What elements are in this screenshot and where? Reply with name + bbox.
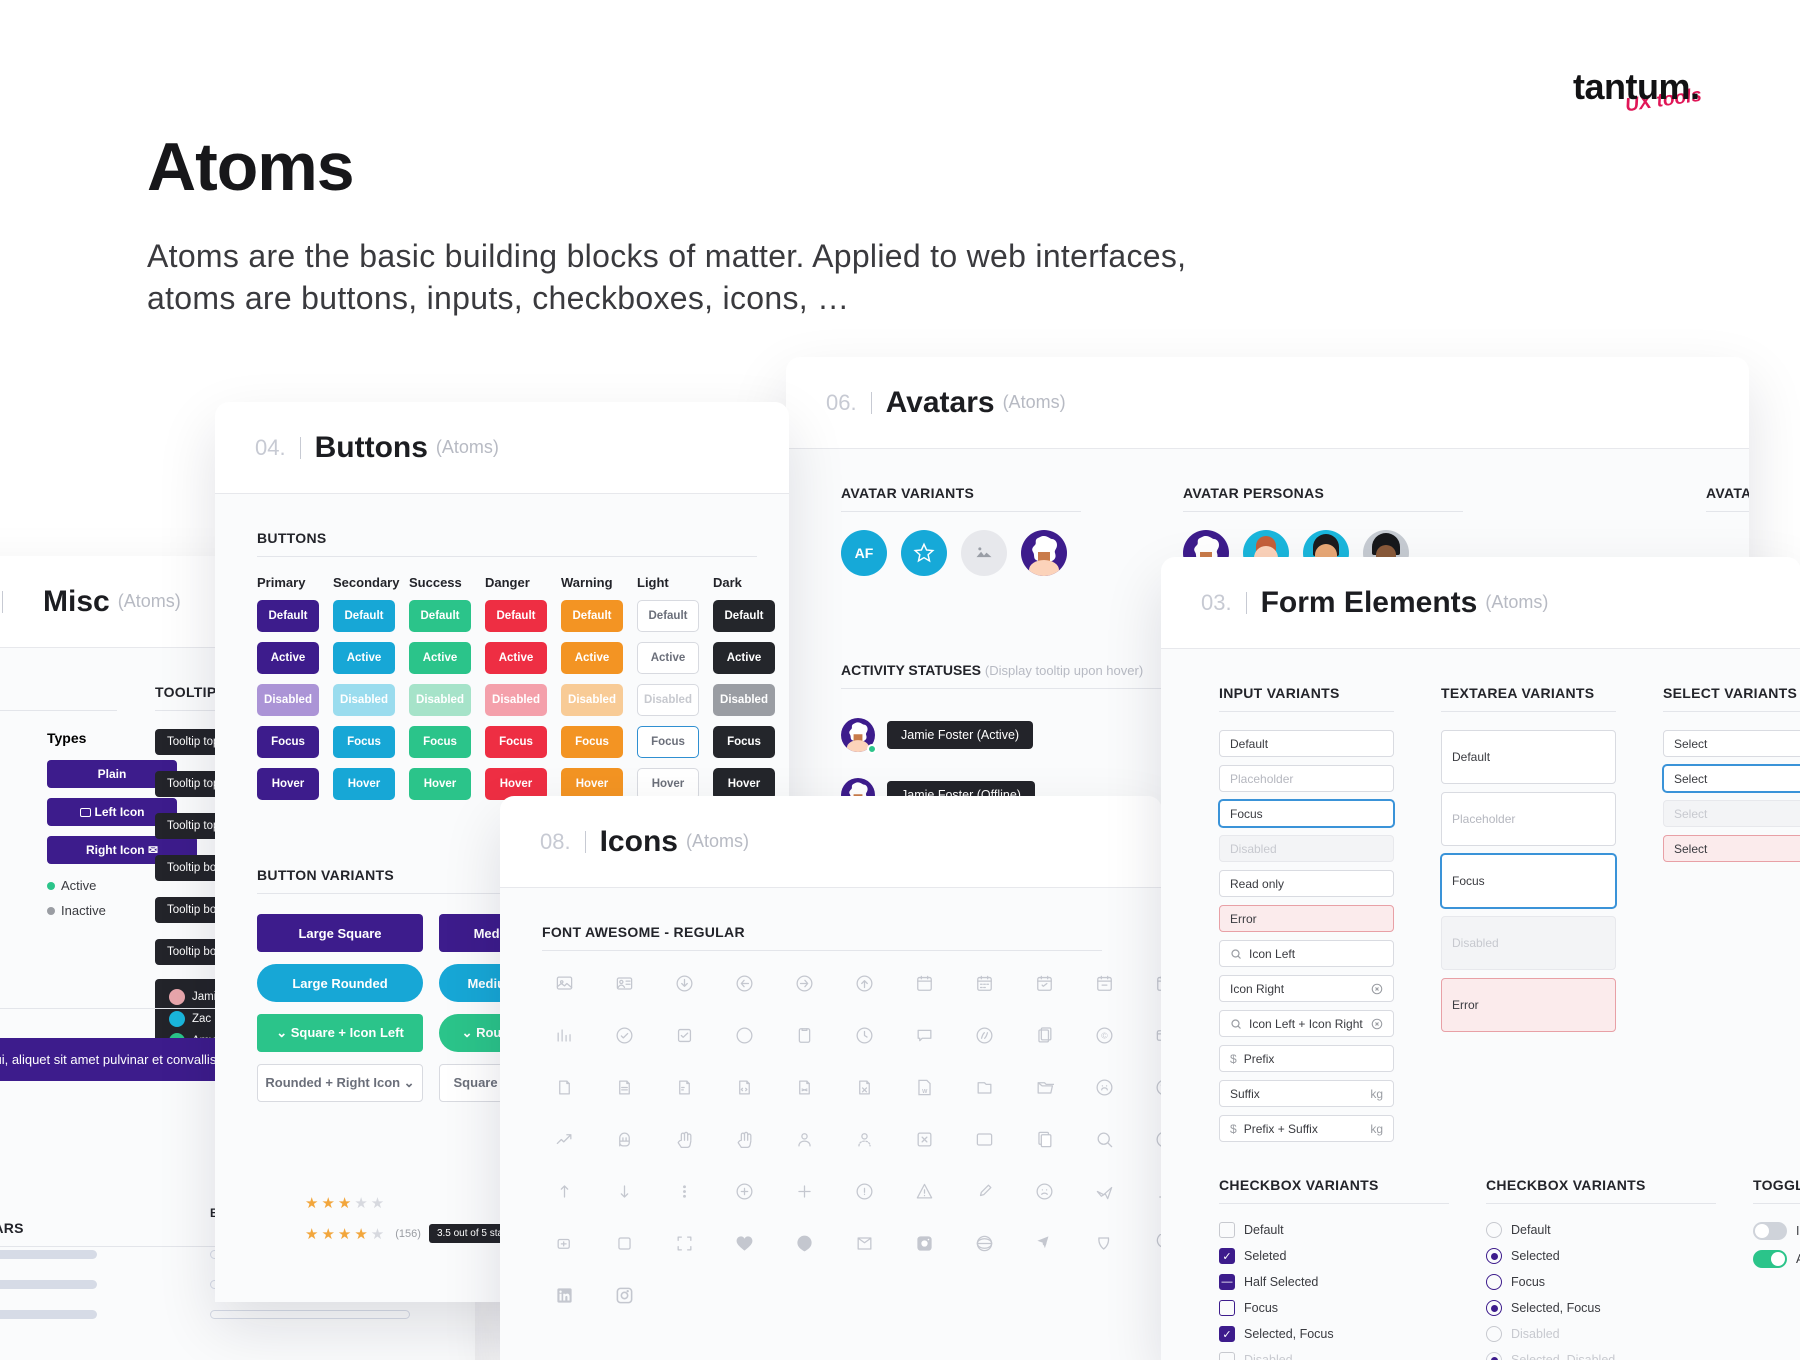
svg-text:©: © — [1101, 1030, 1108, 1040]
Jamie Foster (Active): Jamie Foster (Active) — [841, 718, 1033, 752]
svg-text:W: W — [922, 1089, 928, 1095]
